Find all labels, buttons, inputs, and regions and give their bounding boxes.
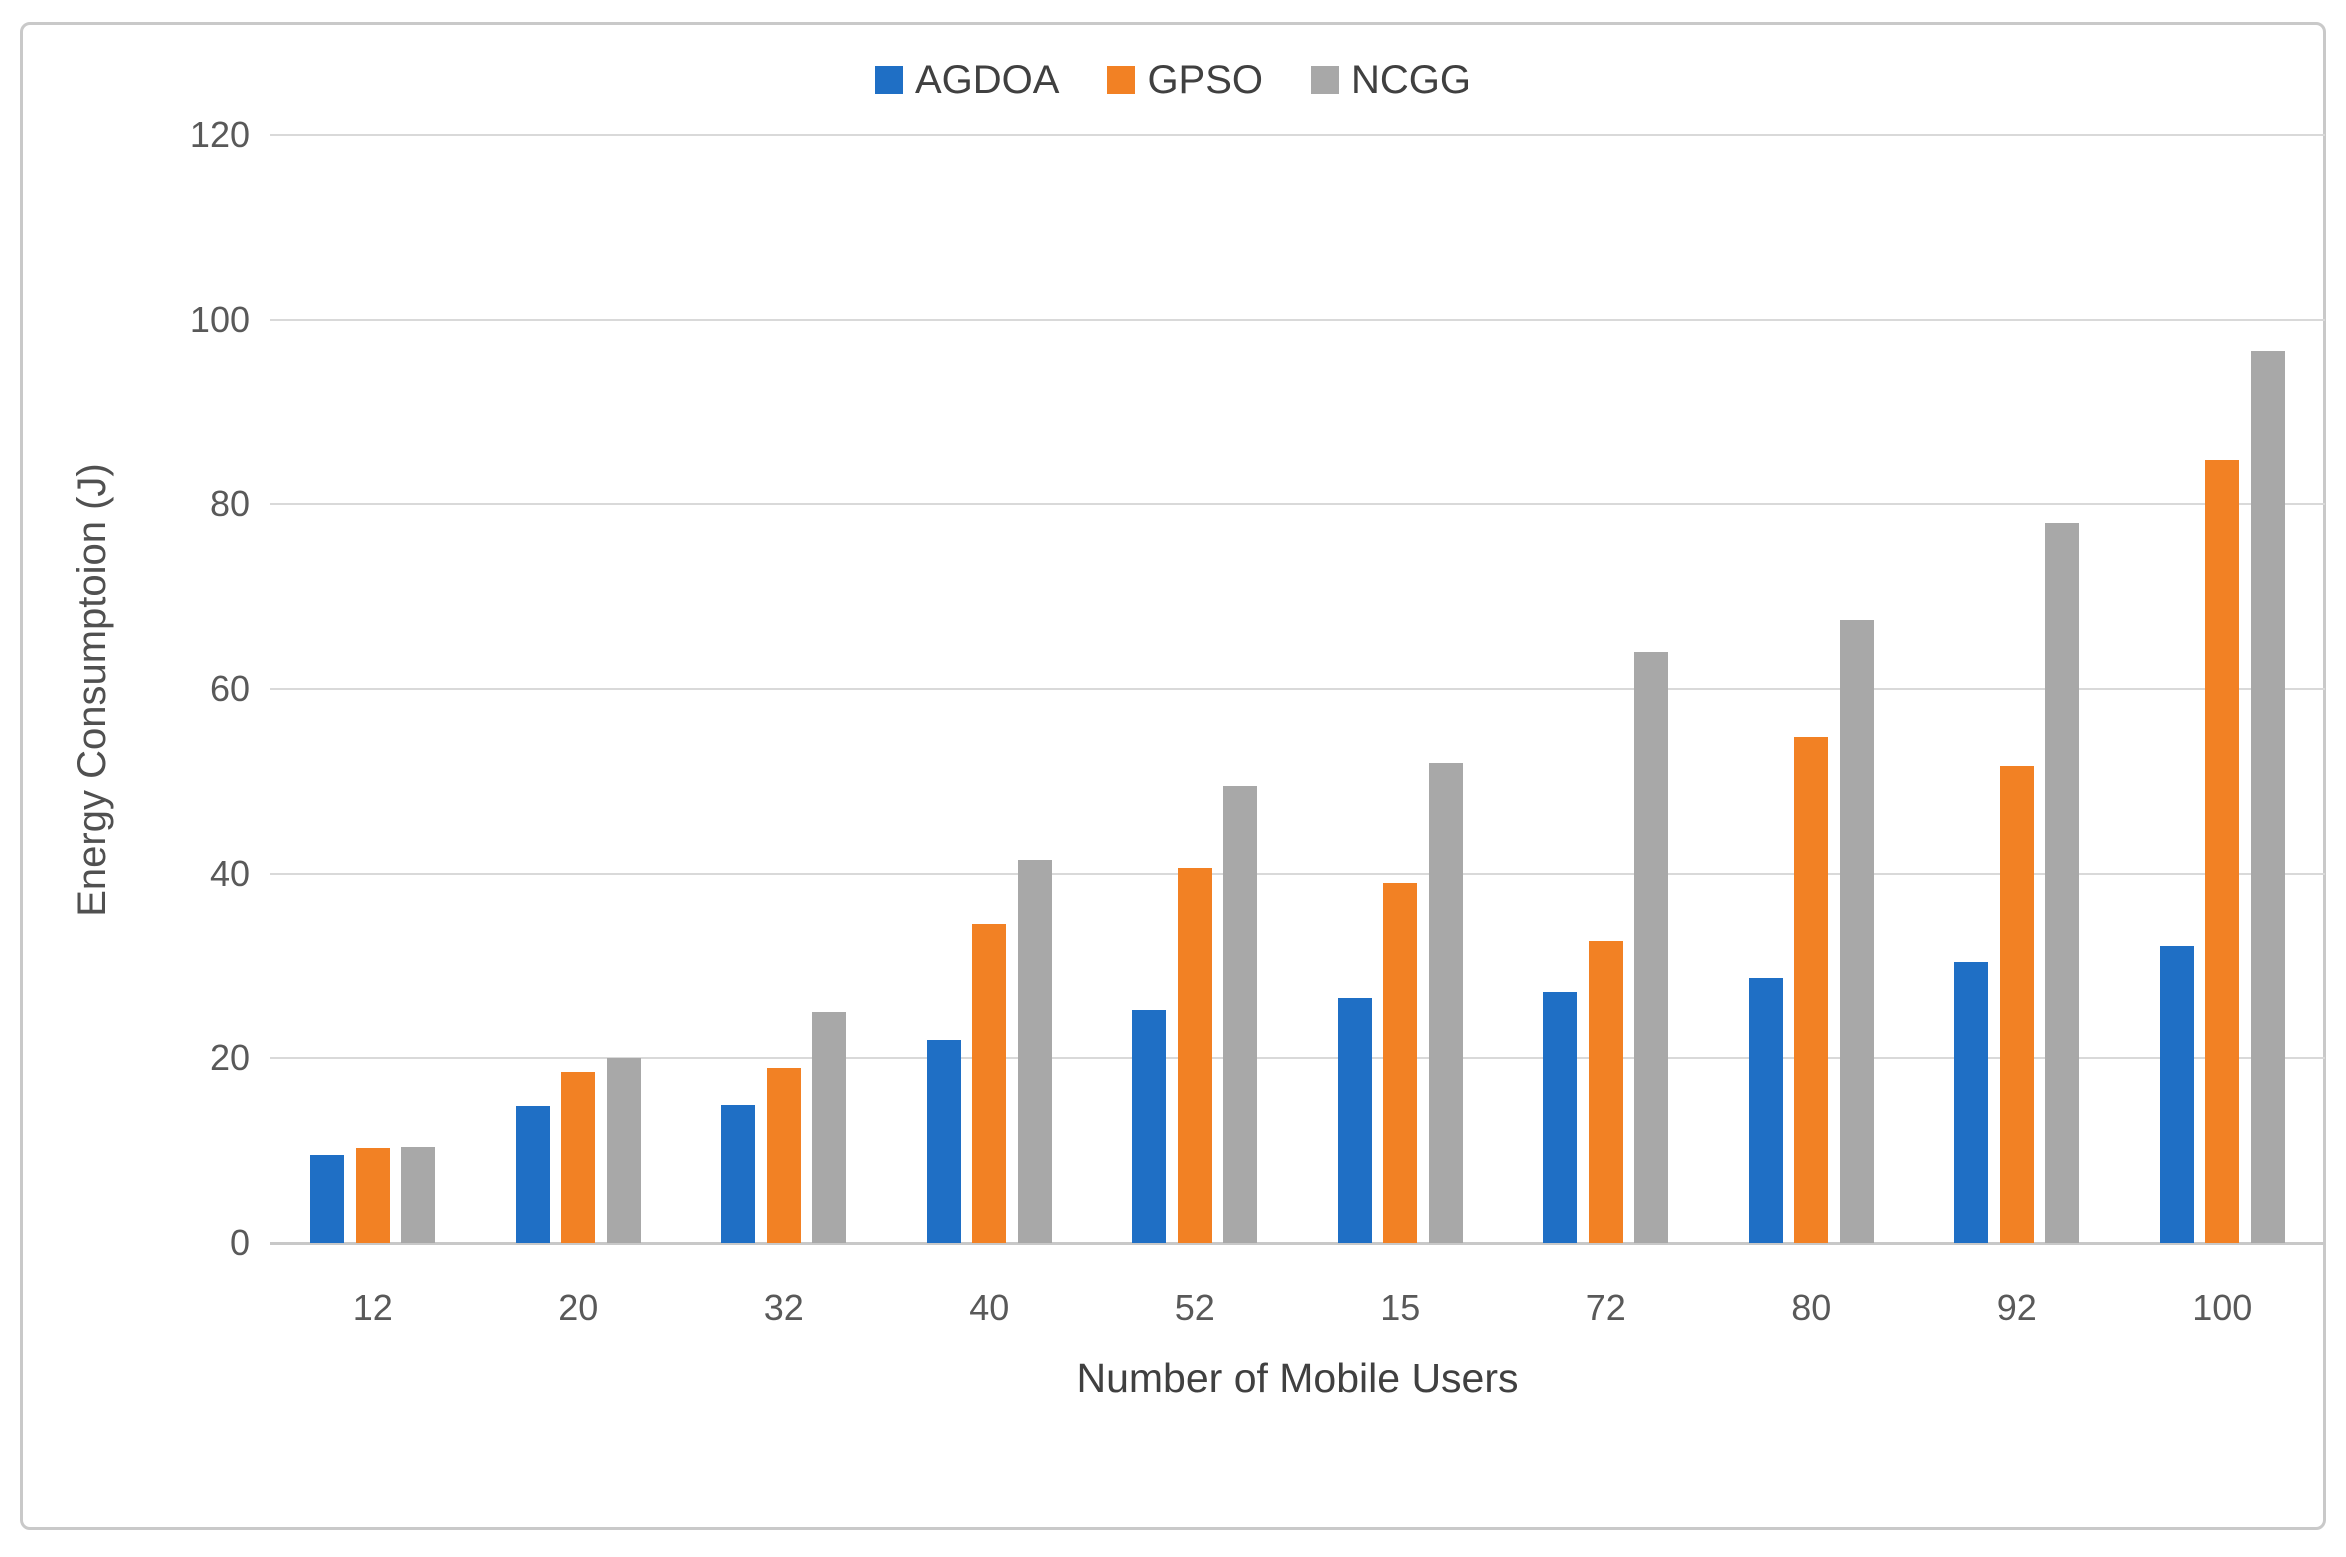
bar-ncgg-72: [1634, 652, 1669, 1243]
bar-agdoa-15: [1337, 998, 1372, 1243]
bar-gpso-52: [1177, 868, 1212, 1243]
bar-ncgg-12: [401, 1146, 436, 1243]
legend-label: NCGG: [1351, 57, 1472, 102]
y-tick-label: 80: [209, 483, 250, 525]
x-tick-label: 15: [1380, 1287, 1421, 1328]
bar-ncgg-80: [1839, 619, 1874, 1243]
bar-ncgg-32: [812, 1012, 847, 1243]
bar-ncgg-40: [1017, 859, 1052, 1243]
bar-gpso-15: [1383, 882, 1418, 1243]
y-tick-label: 100: [189, 298, 250, 340]
bar-ncgg-92: [2045, 522, 2080, 1243]
bar-ncgg-20: [606, 1058, 641, 1243]
bar-gpso-32: [766, 1067, 801, 1243]
bar-gpso-100: [2205, 460, 2240, 1243]
legend-item-agdoa: AGDOA: [874, 57, 1060, 103]
bar-ncgg-15: [1428, 762, 1463, 1243]
legend-label: GPSO: [1147, 57, 1264, 102]
bar-gpso-80: [1794, 737, 1829, 1243]
bar-agdoa-20: [515, 1106, 550, 1243]
bar-agdoa-72: [1543, 991, 1578, 1243]
y-tick-label: 60: [209, 668, 250, 709]
gridline-20: [270, 1057, 2325, 1060]
legend-swatch-ncgg: [1311, 66, 1340, 94]
x-tick-label: 12: [352, 1287, 393, 1328]
bar-gpso-12: [355, 1147, 390, 1243]
x-tick-label: 72: [1585, 1287, 1626, 1328]
bar-agdoa-92: [1954, 962, 1989, 1243]
legend-item-gpso: GPSO: [1107, 58, 1263, 103]
bar-gpso-72: [1588, 941, 1623, 1243]
y-tick-label: 20: [209, 1037, 250, 1079]
bar-ncgg-52: [1223, 785, 1258, 1243]
bar-agdoa-80: [1748, 978, 1783, 1243]
bar-agdoa-40: [926, 1039, 961, 1243]
bar-gpso-40: [972, 924, 1007, 1243]
chart-legend: AGDOA GPSO NCGG: [0, 56, 2346, 104]
x-tick-label: 80: [1791, 1287, 1832, 1328]
legend-swatch-gpso: [1107, 66, 1136, 94]
bar-ncgg-100: [2250, 351, 2285, 1243]
y-tick-label: 40: [209, 852, 250, 894]
legend-swatch-agdoa: [874, 66, 903, 94]
gridline-60: [270, 688, 2325, 690]
gridline-120: [270, 134, 2325, 136]
gridline-100: [270, 318, 2325, 321]
x-axis-line: [270, 1242, 2325, 1245]
y-tick-label: 120: [189, 114, 250, 155]
gridline-80: [270, 503, 2325, 506]
bar-gpso-92: [1999, 765, 2034, 1243]
figure-frame: [20, 22, 2326, 1530]
bar-agdoa-52: [1132, 1010, 1167, 1243]
x-tick-label: 32: [763, 1287, 804, 1328]
bar-agdoa-100: [2159, 945, 2194, 1243]
x-axis-title: Number of Mobile Users: [1076, 1355, 1519, 1401]
bar-agdoa-32: [721, 1104, 756, 1243]
legend-item-ncgg: NCGG: [1311, 58, 1471, 103]
x-tick-label: 52: [1174, 1287, 1215, 1328]
x-tick-label: 100: [2192, 1287, 2253, 1328]
legend-label: AGDOA: [914, 57, 1060, 102]
gridline-40: [270, 872, 2325, 875]
x-tick-label: 20: [558, 1287, 599, 1328]
y-tick-label: 0: [229, 1222, 250, 1263]
bar-gpso-20: [561, 1072, 596, 1243]
x-tick-label: 92: [1996, 1287, 2037, 1328]
x-tick-label: 40: [969, 1287, 1010, 1328]
bar-agdoa-12: [310, 1155, 345, 1243]
